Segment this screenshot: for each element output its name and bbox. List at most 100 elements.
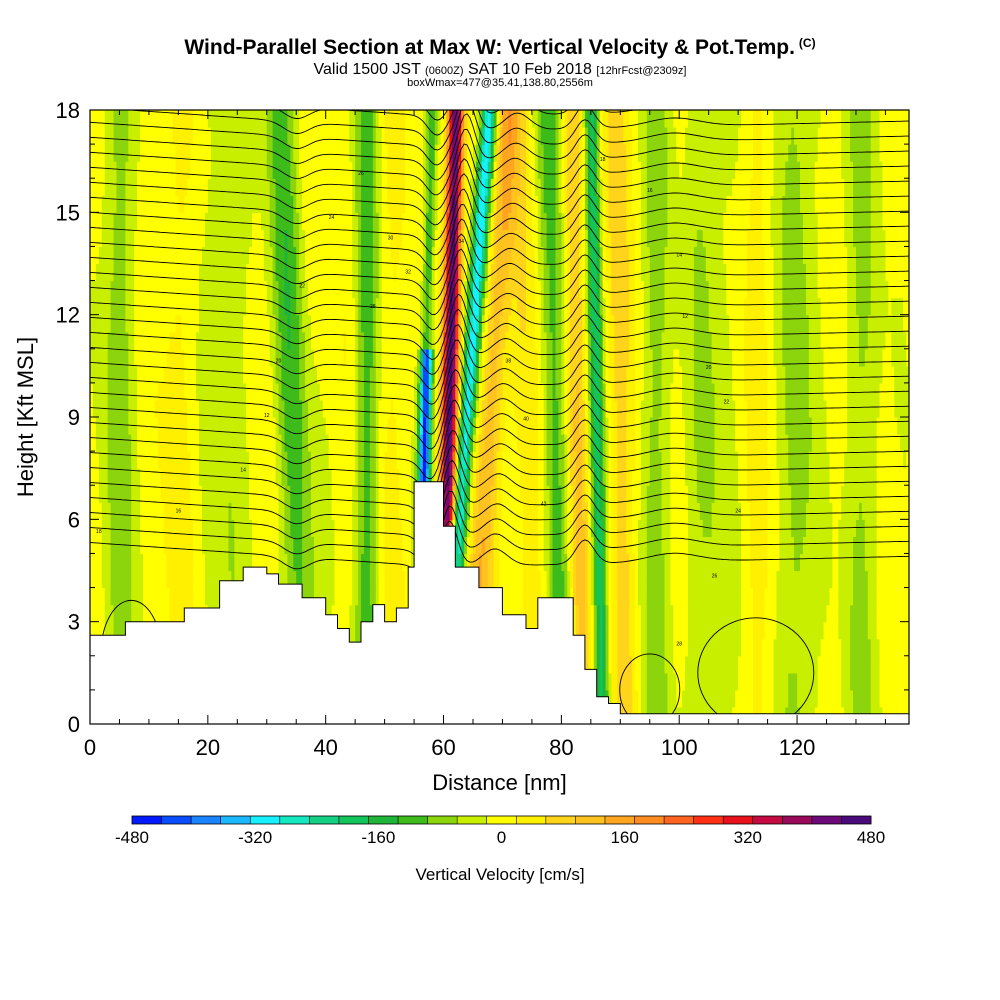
velocity-cell xyxy=(475,178,480,196)
velocity-cell xyxy=(602,502,607,520)
velocity-cell xyxy=(599,382,604,401)
velocity-cell xyxy=(343,331,347,350)
velocity-cell xyxy=(537,468,545,486)
velocity-cell xyxy=(788,451,810,469)
velocity-cell xyxy=(284,519,291,537)
velocity-cell xyxy=(782,348,810,367)
velocity-cell xyxy=(496,144,501,162)
velocity-cell xyxy=(166,570,194,589)
velocity-cell xyxy=(90,314,112,333)
velocity-cell xyxy=(906,348,909,367)
velocity-cell xyxy=(452,485,456,503)
isentrope-line xyxy=(90,24,909,91)
velocity-cell xyxy=(470,263,474,282)
velocity-cell xyxy=(131,502,141,520)
velocity-cell xyxy=(602,297,607,316)
velocity-cell xyxy=(331,468,356,486)
velocity-cell xyxy=(272,127,288,145)
velocity-cell xyxy=(782,212,804,230)
velocity-cell xyxy=(458,263,462,282)
velocity-cell xyxy=(422,144,427,162)
velocity-cell xyxy=(635,348,645,367)
velocity-cell xyxy=(496,382,504,401)
velocity-cell xyxy=(587,621,592,640)
velocity-cell xyxy=(590,485,595,503)
velocity-cell xyxy=(472,365,477,384)
velocity-cell xyxy=(584,417,589,435)
velocity-cell xyxy=(567,314,571,333)
velocity-cell xyxy=(204,553,230,572)
velocity-cell xyxy=(302,570,315,589)
velocity-cell xyxy=(363,331,374,350)
velocity-cell xyxy=(437,382,442,401)
velocity-cell xyxy=(746,229,763,248)
colorbar-tick-label: -480 xyxy=(115,828,149,847)
velocity-cell xyxy=(599,229,604,248)
velocity-cell xyxy=(520,451,539,469)
velocity-cell xyxy=(632,655,636,674)
velocity-cell xyxy=(838,587,854,606)
velocity-cell xyxy=(590,144,595,162)
velocity-cell xyxy=(475,348,480,367)
velocity-cell xyxy=(322,399,356,418)
velocity-cell xyxy=(437,161,442,179)
velocity-cell xyxy=(581,127,586,145)
velocity-cell xyxy=(437,365,442,384)
velocity-cell xyxy=(467,280,471,299)
velocity-cell xyxy=(287,127,294,145)
velocity-cell xyxy=(419,434,424,452)
velocity-cell xyxy=(455,280,459,299)
velocity-cell xyxy=(361,263,374,282)
velocity-cell xyxy=(472,553,480,572)
velocity-cell xyxy=(290,314,300,333)
velocity-cell xyxy=(567,468,571,486)
isentrope-label: 20 xyxy=(276,358,282,364)
velocity-cell xyxy=(773,655,819,674)
velocity-cell xyxy=(419,382,424,401)
velocity-cell xyxy=(95,417,109,435)
velocity-cell xyxy=(140,536,165,555)
velocity-cell xyxy=(670,553,689,572)
velocity-cell xyxy=(590,314,601,333)
velocity-cell xyxy=(558,468,565,486)
velocity-cell xyxy=(814,195,845,213)
velocity-cell xyxy=(375,195,383,213)
velocity-cell xyxy=(470,246,474,265)
velocity-cell xyxy=(626,502,633,520)
velocity-cell xyxy=(749,553,769,572)
velocity-cell xyxy=(417,417,421,435)
velocity-cell xyxy=(867,621,878,640)
velocity-cell xyxy=(664,263,695,282)
velocity-cell xyxy=(90,587,106,606)
velocity-cell xyxy=(508,127,512,145)
velocity-cell xyxy=(490,502,498,520)
velocity-cell xyxy=(446,280,451,299)
velocity-cell xyxy=(608,212,627,230)
velocity-cell xyxy=(493,468,498,486)
velocity-cell xyxy=(363,502,371,520)
velocity-cell xyxy=(858,331,869,350)
velocity-cell xyxy=(496,246,512,265)
velocity-cell xyxy=(549,314,557,333)
velocity-cell xyxy=(635,638,642,657)
velocity-cell xyxy=(399,246,424,265)
isentrope-label: 18 xyxy=(96,529,102,535)
velocity-cell xyxy=(98,451,109,469)
velocity-cell xyxy=(749,195,763,213)
velocity-cell xyxy=(579,212,583,230)
velocity-cell xyxy=(425,246,433,265)
velocity-cell xyxy=(708,280,727,299)
velocity-cell xyxy=(246,399,274,418)
velocity-cell xyxy=(90,348,109,367)
velocity-cell xyxy=(461,144,465,162)
velocity-cell xyxy=(478,195,486,213)
velocity-cell xyxy=(275,178,291,196)
velocity-cell xyxy=(581,331,586,350)
velocity-cell xyxy=(661,502,671,520)
velocity-cell xyxy=(375,297,383,316)
isentrope-label: 32 xyxy=(405,270,411,276)
velocity-cell xyxy=(287,468,303,486)
velocity-cell xyxy=(369,519,377,537)
velocity-cell xyxy=(635,382,645,401)
velocity-cell xyxy=(805,502,833,520)
